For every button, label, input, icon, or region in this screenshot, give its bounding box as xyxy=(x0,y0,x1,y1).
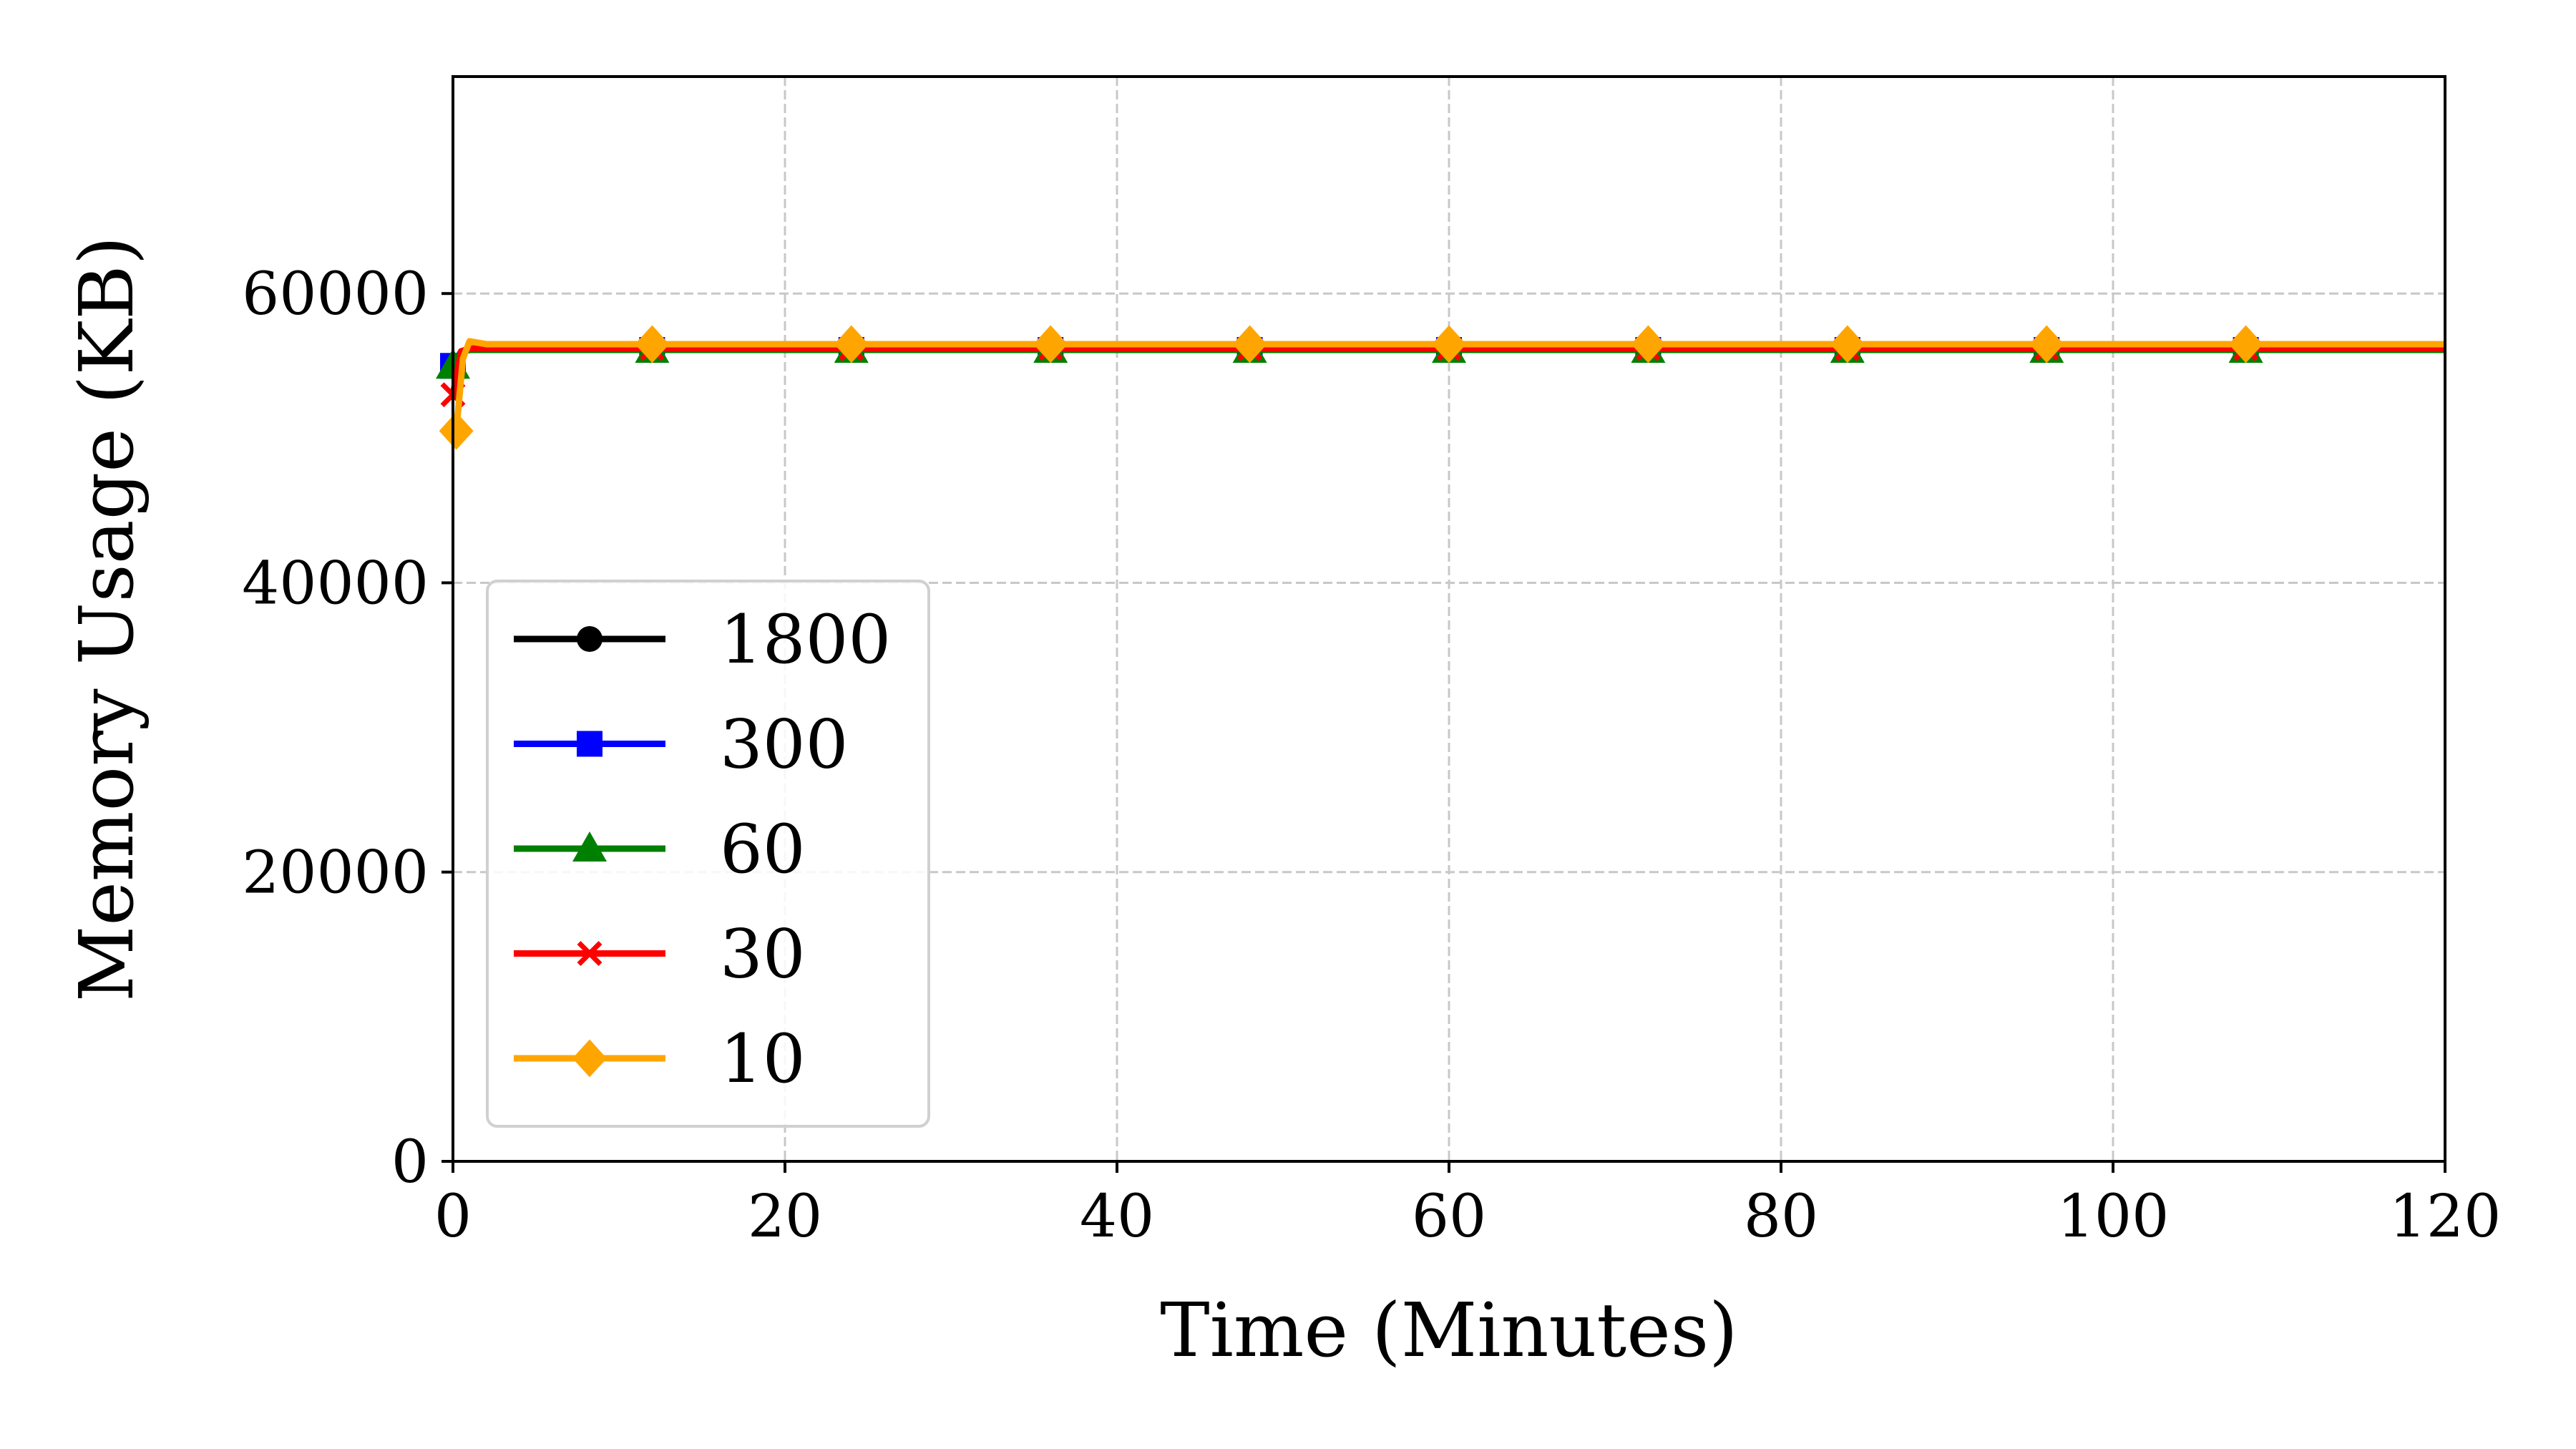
y-tick-label: 60000 xyxy=(242,260,429,328)
data-point xyxy=(635,325,670,364)
y-tick-label: 20000 xyxy=(242,839,429,907)
legend: 1800 300 60 30 10 xyxy=(486,580,930,1128)
data-point xyxy=(439,411,474,450)
legend-item: 60 xyxy=(514,811,806,889)
data-point xyxy=(2228,325,2263,364)
legend-marker xyxy=(572,1039,607,1078)
y-axis-title: Memory Usage (KB) xyxy=(63,236,150,1002)
data-point xyxy=(2029,325,2064,364)
x-axis-title: Time (Minutes) xyxy=(1160,1287,1737,1374)
legend-label: 300 xyxy=(720,706,848,784)
data-point xyxy=(1232,325,1267,364)
axis-ticks: 0 20 40 60 80 100 120 0 20000 40000 60000 xyxy=(242,260,2501,1251)
x-tick-label: 80 xyxy=(1744,1183,1818,1251)
legend-label: 1800 xyxy=(720,601,891,679)
legend-marker xyxy=(572,831,607,862)
x-tick-label: 100 xyxy=(2057,1183,2170,1251)
legend-item: 1800 xyxy=(514,601,891,679)
x-tick-label: 0 xyxy=(434,1183,472,1251)
data-point xyxy=(1432,325,1466,364)
series-layer xyxy=(436,325,2445,450)
x-tick-label: 60 xyxy=(1412,1183,1486,1251)
legend-label: 60 xyxy=(720,811,806,889)
data-point xyxy=(1033,325,1068,364)
series-10 xyxy=(439,325,2445,450)
data-point xyxy=(1830,325,1865,364)
legend-item: 30 xyxy=(514,916,806,994)
series-line xyxy=(449,345,2445,396)
series-line xyxy=(453,338,2445,431)
data-point xyxy=(834,325,869,364)
y-tick-label: 0 xyxy=(391,1128,429,1196)
data-point xyxy=(1631,325,1666,364)
legend-box xyxy=(486,580,930,1128)
legend-marker xyxy=(577,731,602,757)
legend-marker xyxy=(577,626,602,652)
legend-marker xyxy=(577,941,602,966)
x-tick-label: 20 xyxy=(748,1183,822,1251)
legend-label: 10 xyxy=(720,1020,806,1098)
y-tick-label: 40000 xyxy=(242,550,429,618)
legend-label: 30 xyxy=(720,916,806,994)
legend-item: 10 xyxy=(514,1020,806,1098)
x-tick-label: 40 xyxy=(1080,1183,1154,1251)
x-tick-label: 120 xyxy=(2389,1183,2502,1251)
legend-item: 300 xyxy=(514,706,848,784)
